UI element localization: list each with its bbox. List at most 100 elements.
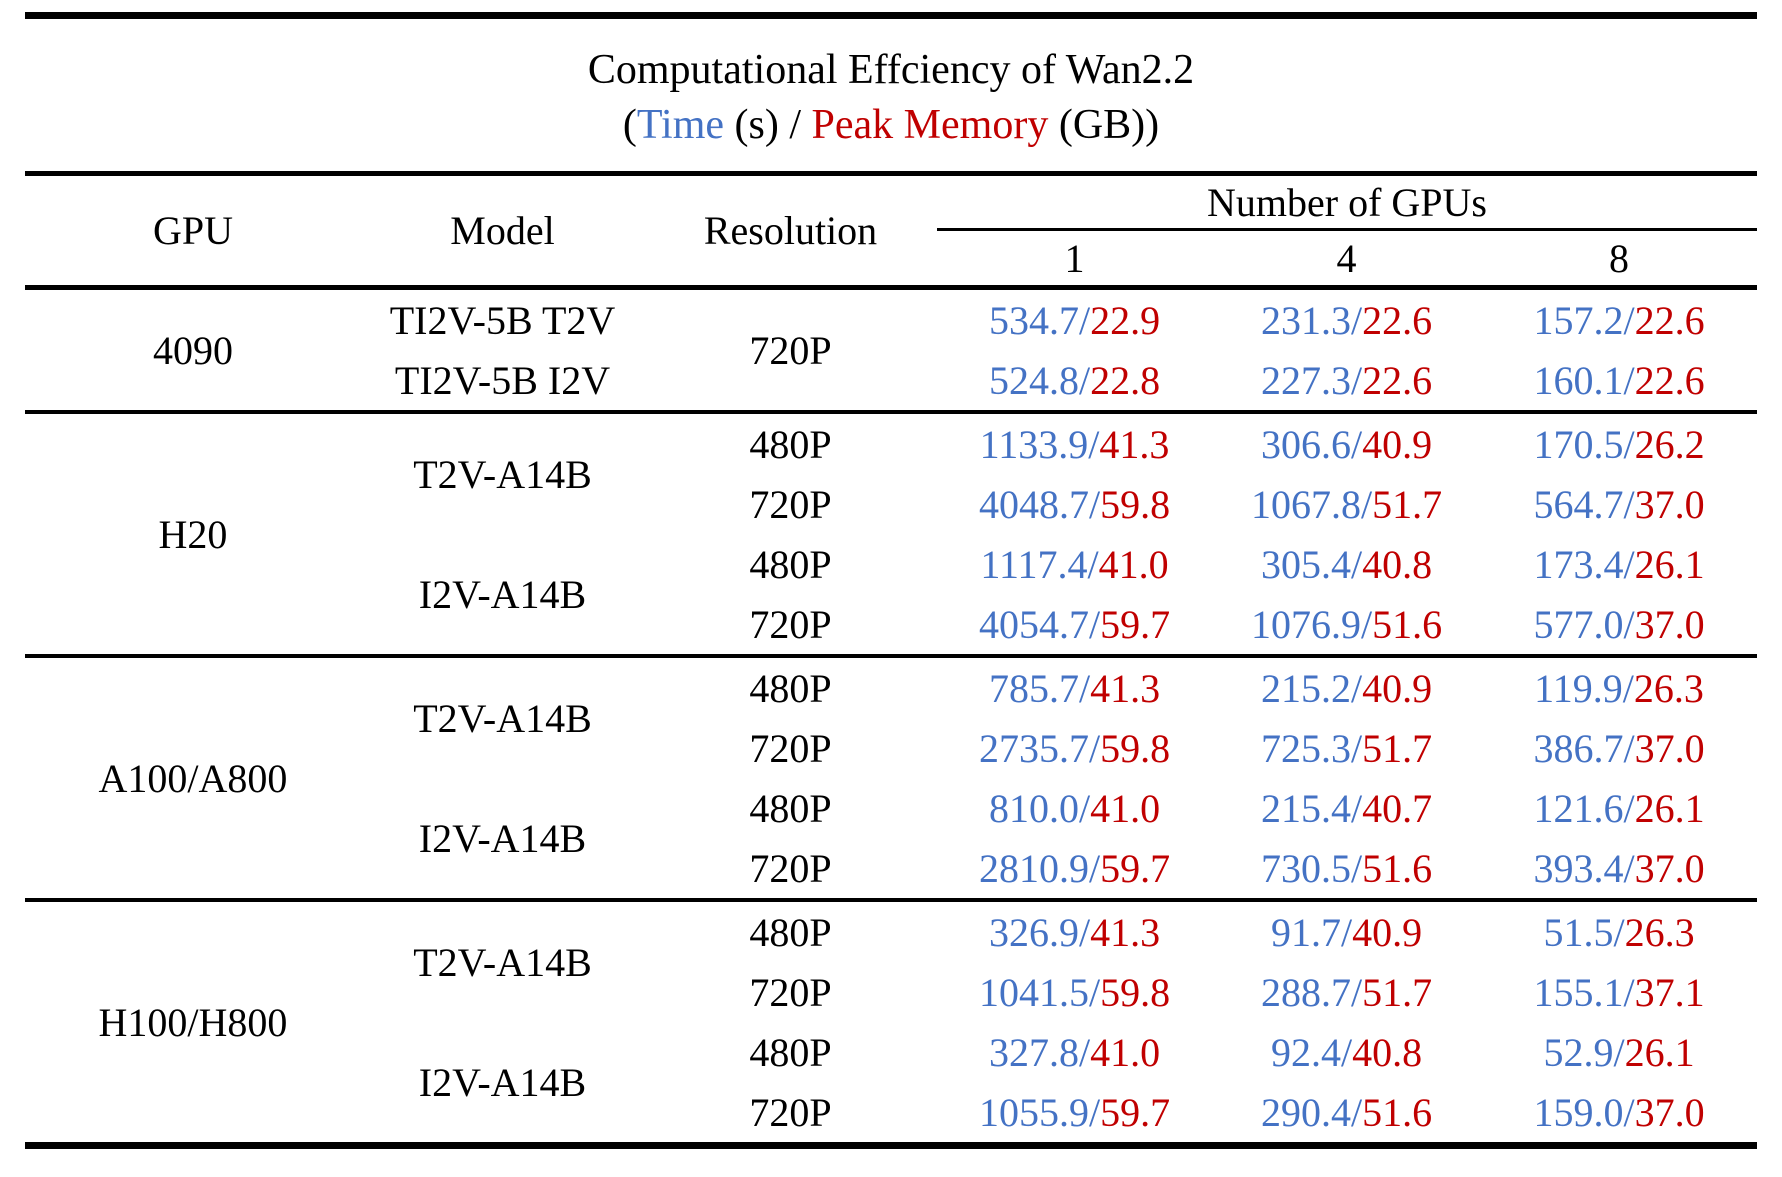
time-value: 386.7: [1533, 725, 1624, 771]
slash-separator: /: [1088, 725, 1101, 771]
time-value: 564.7: [1533, 481, 1624, 527]
slash-separator: /: [1623, 969, 1635, 1015]
time-memory-cell: 1076.9/51.6: [1212, 594, 1481, 656]
memory-value: 41.0: [1090, 785, 1161, 831]
slash-separator: /: [1350, 969, 1363, 1015]
time-memory-cell: 1041.5/59.8: [937, 962, 1212, 1022]
gpu-name-cell: 4090: [153, 327, 233, 373]
time-value: 119.9: [1534, 665, 1623, 711]
time-value: 577.0: [1533, 601, 1624, 647]
table-row: I2V-A14B 480P 810.0/41.0 215.4/40.7 121.6/26…: [25, 778, 1757, 861]
memory-value: 22.9: [1090, 297, 1161, 343]
time-value: 215.4: [1260, 785, 1351, 831]
model-name-cell: TI2V-5B I2V: [394, 357, 611, 403]
slash-separator: /: [1623, 481, 1635, 527]
memory-value: 26.2: [1634, 421, 1705, 467]
memory-value: 22.8: [1090, 357, 1161, 403]
time-value: 306.6: [1260, 421, 1351, 467]
table-row: 720P 2810.9/59.7 730.5/51.6 393.4/37.0: [25, 838, 1757, 900]
memory-value: 40.9: [1362, 421, 1433, 467]
time-value: 1076.9: [1250, 601, 1361, 647]
time-value: 2735.7: [978, 725, 1089, 771]
memory-value: 59.8: [1100, 481, 1171, 527]
model-name-cell: T2V-A14B: [361, 898, 644, 1022]
subtitle-line: (Time (s) / Peak Memory (GB)): [0, 98, 1782, 153]
time-memory-cell: 564.7/37.0: [1481, 474, 1757, 534]
slash-separator: /: [1340, 1029, 1353, 1075]
memory-value: 37.0: [1634, 725, 1705, 771]
time-value: 1055.9: [978, 1089, 1089, 1135]
header-row-main: GPU Model Resolution Number of GPUs: [25, 171, 1757, 290]
table-row: H100/H800 T2V-A14B 480P 326.9/41.3 91.7/40.9…: [25, 898, 1757, 1146]
memory-value: 40.8: [1362, 541, 1433, 587]
slash-separator: /: [1622, 665, 1634, 711]
time-value: 92.4: [1270, 1029, 1341, 1075]
time-value: 51.5: [1543, 909, 1614, 955]
time-value: 173.4: [1533, 541, 1624, 587]
memory-value: 51.7: [1362, 725, 1433, 771]
slash-separator: /: [1350, 1089, 1363, 1135]
time-memory-cell: 386.7/37.0: [1481, 718, 1757, 778]
time-memory-cell: 725.3/51.7: [1212, 718, 1481, 778]
time-memory-cell: 91.7/40.9: [1212, 898, 1481, 962]
slash-separator: /: [1078, 1029, 1091, 1075]
memory-value: 22.6: [1362, 297, 1433, 343]
memory-value: 41.0: [1098, 541, 1169, 587]
resolution-cell: 480P: [749, 1029, 832, 1075]
memory-value: 51.6: [1362, 1089, 1433, 1135]
time-memory-cell: 1067.8/51.7: [1212, 474, 1481, 534]
time-memory-cell: 534.7/22.9: [937, 288, 1212, 351]
memory-value: 59.7: [1100, 1089, 1171, 1135]
time-value: 155.1: [1533, 969, 1624, 1015]
memory-value: 40.9: [1352, 909, 1423, 955]
slash-separator: /: [1088, 845, 1101, 891]
table-header: GPU Model Resolution Number of GPUs 1 4 …: [25, 171, 1757, 290]
slash-separator: /: [1078, 357, 1091, 403]
slash-separator: /: [1087, 541, 1099, 587]
memory-value: 41.3: [1090, 665, 1161, 711]
time-memory-cell: 306.6/40.9: [1212, 410, 1481, 474]
time-memory-cell: 155.1/37.1: [1481, 962, 1757, 1022]
time-value: 290.4: [1260, 1089, 1351, 1135]
slash-separator: /: [1623, 541, 1635, 587]
time-memory-cell: 51.5/26.3: [1481, 898, 1757, 962]
memory-value: 51.6: [1372, 601, 1443, 647]
time-memory-cell: 160.1/22.6: [1481, 350, 1757, 412]
table-row: A100/A800 T2V-A14B 480P 785.7/41.3 215.2/40.…: [25, 654, 1757, 900]
memory-value: 41.3: [1090, 909, 1161, 955]
resolution-cell: 720P: [749, 327, 832, 373]
slash-separator: /: [1623, 421, 1635, 467]
time-value: 1067.8: [1250, 481, 1361, 527]
memory-value: 22.6: [1362, 357, 1433, 403]
time-value: 231.3: [1260, 297, 1351, 343]
time-memory-cell: 730.5/51.6: [1212, 838, 1481, 900]
time-value: 227.3: [1260, 357, 1351, 403]
time-value: 52.9: [1543, 1029, 1614, 1075]
gpu-name-cell: A100/A800: [25, 654, 361, 900]
time-value: 288.7: [1260, 969, 1351, 1015]
time-value: 91.7: [1270, 909, 1341, 955]
time-memory-cell: 173.4/26.1: [1481, 534, 1757, 594]
header-resolution: Resolution: [644, 171, 937, 290]
table-row: 4090 TI2V-5B T2V 720P 534.7/22.9 231.3/22.6 1…: [25, 288, 1757, 373]
table-row: 720P 1041.5/59.8 288.7/51.7 155.1/37.1: [25, 962, 1757, 1022]
gpu-name-cell: H20: [25, 410, 361, 656]
time-memory-cell: 92.4/40.8: [1212, 1022, 1481, 1082]
time-memory-cell: 577.0/37.0: [1481, 594, 1757, 656]
slash-separator: /: [1088, 481, 1101, 527]
time-value: 327.8: [988, 1029, 1079, 1075]
memory-value: 59.8: [1100, 969, 1171, 1015]
table-row: 720P 4048.7/59.8 1067.8/51.7 564.7/37.0: [25, 474, 1757, 534]
time-value: 2810.9: [978, 845, 1089, 891]
time-memory-cell: 215.2/40.9: [1212, 654, 1481, 718]
time-value: 159.0: [1533, 1089, 1624, 1135]
model-name-cell: I2V-A14B: [418, 571, 587, 617]
slash-separator: /: [1088, 969, 1101, 1015]
time-memory-cell: 1133.9/41.3: [937, 410, 1212, 474]
model-name-cell: I2V-A14B: [418, 815, 587, 861]
memory-value: 59.7: [1100, 601, 1171, 647]
time-memory-cell: 170.5/26.2: [1481, 410, 1757, 474]
slash-separator: /: [1623, 297, 1635, 343]
slash-separator: /: [1623, 845, 1635, 891]
memory-value: 40.7: [1362, 785, 1433, 831]
